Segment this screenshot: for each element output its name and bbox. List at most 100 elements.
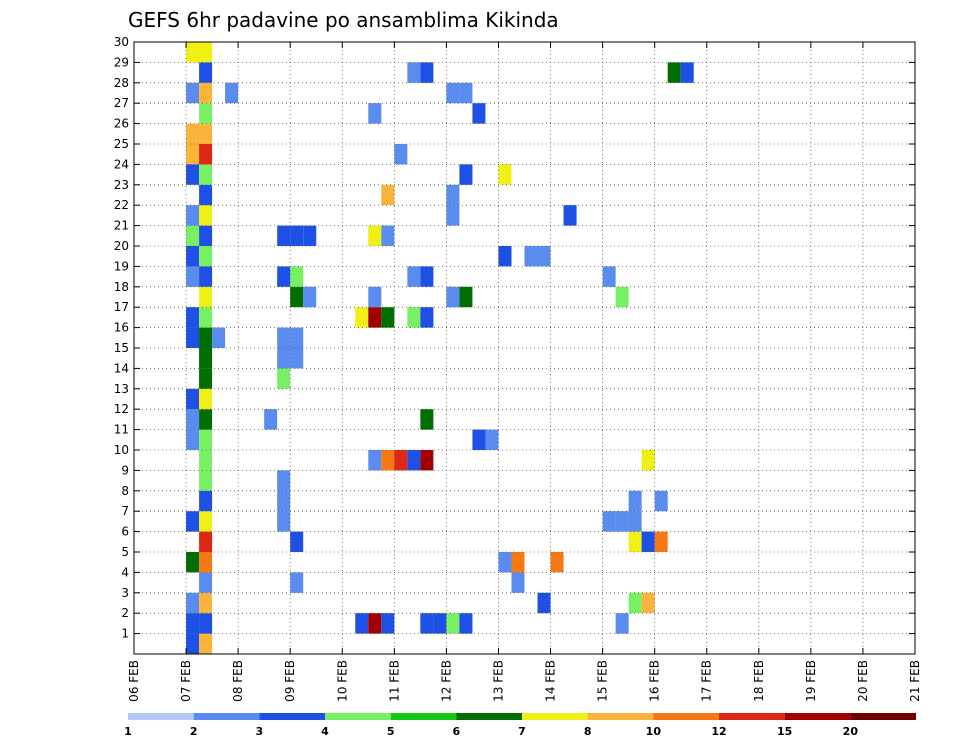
- y-tick-label: 6: [121, 525, 129, 539]
- x-tick-label: 20 FEB: [856, 660, 870, 702]
- heatmap-cell: [667, 62, 681, 83]
- heatmap-cell: [446, 205, 460, 226]
- legend-label: 2: [190, 725, 198, 738]
- heatmap-cell: [368, 450, 382, 471]
- heatmap-cell: [446, 82, 460, 104]
- heatmap-cell: [420, 62, 434, 83]
- heatmap-cell: [264, 409, 278, 430]
- y-tick-label: 5: [121, 545, 129, 559]
- heatmap-cell: [186, 42, 200, 63]
- heatmap-cell: [446, 286, 460, 308]
- y-tick-label: 21: [114, 219, 129, 233]
- x-tick-label: 18 FEB: [752, 660, 766, 702]
- heatmap-cell: [459, 613, 473, 634]
- heatmap-cell: [186, 327, 200, 348]
- heatmap-cell: [199, 429, 213, 450]
- legend-swatch: [653, 713, 719, 720]
- heatmap-cell: [199, 307, 213, 328]
- heatmap-cell: [277, 327, 291, 348]
- legend-swatch: [128, 713, 194, 720]
- x-tick-label: 07 FEB: [179, 660, 193, 702]
- x-tick-label: 10 FEB: [335, 660, 349, 702]
- heatmap-cell: [290, 531, 304, 552]
- y-tick-label: 28: [114, 76, 129, 90]
- legend-label: 3: [256, 725, 264, 738]
- heatmap-cell: [615, 286, 629, 308]
- y-tick-label: 19: [114, 259, 129, 273]
- heatmap-cell: [212, 327, 226, 348]
- y-axis: 1234567891011121314151617181920212223242…: [114, 35, 915, 641]
- heatmap-cell: [199, 82, 213, 104]
- heatmap-cell: [277, 490, 291, 512]
- heatmap-cell: [407, 266, 421, 287]
- x-tick-label: 08 FEB: [231, 660, 245, 702]
- heatmap-cell: [290, 572, 304, 593]
- heatmap-cell: [537, 592, 551, 614]
- heatmap-cell: [186, 266, 200, 287]
- legend-swatch: [719, 713, 785, 720]
- heatmap-cell: [628, 490, 642, 512]
- legend-label: 5: [387, 725, 395, 738]
- heatmap-cell: [277, 470, 291, 491]
- legend-swatch: [522, 713, 588, 720]
- y-tick-label: 29: [114, 55, 129, 69]
- heatmap-cell: [186, 307, 200, 328]
- heatmap-cell: [381, 613, 395, 634]
- heatmap-cell: [602, 266, 616, 287]
- heatmap-cell: [368, 286, 382, 308]
- x-tick-label: 19 FEB: [804, 660, 818, 702]
- heatmap-cell: [394, 450, 408, 471]
- heatmap-cell: [199, 246, 213, 267]
- heatmap-cell: [511, 552, 525, 573]
- heatmap-cell: [186, 82, 200, 104]
- heatmap-cell: [628, 592, 642, 614]
- heatmap-cell: [355, 307, 369, 328]
- heatmap-cell: [498, 552, 512, 573]
- legend-swatch: [390, 713, 457, 720]
- x-tick-label: 21 FEB: [908, 660, 922, 702]
- heatmap-cell: [407, 62, 421, 83]
- heatmap-cell: [199, 511, 213, 532]
- heatmap-cell: [199, 368, 213, 389]
- y-tick-label: 2: [121, 606, 129, 620]
- heatmap-cell: [433, 613, 447, 634]
- heatmap-cell: [290, 348, 304, 369]
- legend-label: 6: [453, 725, 461, 738]
- y-tick-label: 3: [121, 586, 129, 600]
- heatmap-cell: [290, 225, 304, 246]
- x-tick-label: 13 FEB: [491, 660, 505, 702]
- heatmap-cell: [368, 613, 382, 634]
- heatmap-cell: [381, 184, 395, 206]
- heatmap-cell: [381, 307, 395, 328]
- heatmap-cell: [654, 490, 668, 512]
- heatmap-cell: [290, 266, 304, 287]
- heatmap-cell: [199, 62, 213, 83]
- heatmap-cell: [472, 103, 486, 124]
- heatmap-cell: [368, 307, 382, 328]
- y-tick-label: 24: [114, 157, 129, 171]
- heatmap-cell: [186, 144, 200, 165]
- heatmap-cell: [225, 82, 239, 104]
- heatmap-cell: [459, 82, 473, 104]
- heatmap-cell: [199, 531, 213, 552]
- heatmap-cell: [277, 368, 291, 389]
- y-tick-label: 8: [121, 484, 129, 498]
- heatmap-cell: [394, 144, 408, 165]
- legend-label: 15: [777, 725, 792, 738]
- legend-label: 20: [843, 725, 859, 738]
- legend-label: 4: [321, 725, 329, 738]
- heatmap-cell: [199, 144, 213, 165]
- heatmap-cell: [420, 613, 434, 634]
- y-tick-label: 16: [114, 321, 129, 335]
- legend-swatch: [850, 713, 916, 720]
- heatmap-cell: [485, 429, 499, 450]
- heatmap-cell: [407, 450, 421, 471]
- heatmap-cell: [199, 286, 213, 308]
- heatmap-cell: [498, 164, 512, 185]
- heatmap-cell: [186, 592, 200, 614]
- y-tick-label: 22: [114, 198, 129, 212]
- heatmap-cell: [628, 531, 642, 552]
- heatmap-cell: [368, 225, 382, 246]
- heatmap-cell: [381, 225, 395, 246]
- heatmap-cell: [199, 613, 213, 634]
